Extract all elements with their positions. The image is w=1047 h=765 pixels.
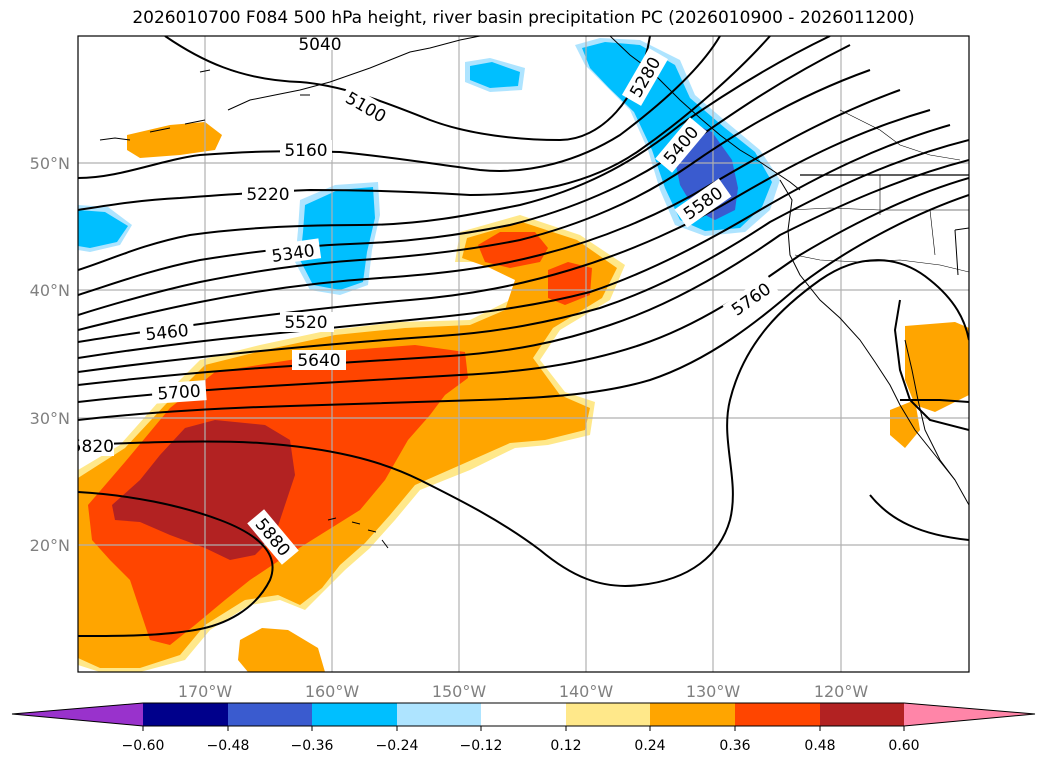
contour-label-5700: 5700 (157, 382, 202, 405)
shade-pos-024-c (890, 400, 920, 448)
colorbar-tick-n060: −0.60 (122, 738, 165, 754)
shade-pos-024-e (238, 628, 325, 672)
lat-label-50n: 50°N (30, 154, 70, 173)
lon-label-160w: 160°W (305, 682, 360, 701)
colorbar-under-arrow (12, 703, 143, 726)
shade-neg-024-b (78, 210, 128, 248)
shade-pos-024-d (127, 122, 222, 158)
map-title: 2026010700 F084 500 hPa height, river ba… (132, 8, 915, 28)
colorbar-bin-p012 (566, 703, 651, 726)
colorbar-bin-n024 (397, 703, 482, 726)
colorbar-tick-p036: 0.36 (719, 738, 750, 754)
colorbar-tick-n012: −0.12 (460, 738, 503, 754)
colorbar-tick-p060: 0.60 (888, 738, 919, 754)
contour-label-5220: 5220 (246, 185, 289, 205)
contour-label-5640: 5640 (297, 351, 340, 371)
colorbar-bin-n036 (312, 703, 397, 726)
precipitation-shading (78, 38, 969, 672)
lon-labels: 170°W 160°W 150°W 140°W 130°W 120°W (178, 682, 869, 701)
shade-neg-024-d (470, 62, 520, 88)
lat-label-20n: 20°N (30, 536, 70, 555)
shade-neg-024-c (300, 187, 375, 290)
colorbar-tick-p012: 0.12 (550, 738, 581, 754)
colorbar-tick-p024: 0.24 (634, 738, 665, 754)
contour-label-5520: 5520 (284, 313, 327, 333)
colorbar-bin-n060 (143, 703, 228, 726)
contour-label-5160: 5160 (284, 141, 327, 161)
lat-label-30n: 30°N (30, 409, 70, 428)
colorbar-over-arrow (904, 703, 1035, 726)
colorbar-tick-n024: −0.24 (376, 738, 419, 754)
colorbar-bin-p036 (735, 703, 820, 726)
height-contours (78, 36, 969, 637)
colorbar-tick-n036: −0.36 (291, 738, 334, 754)
lon-label-150w: 150°W (432, 682, 487, 701)
lon-label-140w: 140°W (559, 682, 614, 701)
lon-label-120w: 120°W (814, 682, 869, 701)
lon-label-170w: 170°W (178, 682, 233, 701)
colorbar-bin-neutral (481, 703, 566, 726)
colorbar-bin-p024 (650, 703, 735, 726)
colorbar-tick-n048: −0.48 (207, 738, 250, 754)
colorbar-bin-p048 (820, 703, 905, 726)
colorbar-tick-p048: 0.48 (804, 738, 835, 754)
contour-label-5820: 5820 (71, 437, 114, 457)
shade-pos-024-b (905, 322, 969, 412)
lat-label-40n: 40°N (30, 281, 70, 300)
contour-label-5040: 5040 (298, 35, 341, 55)
shade-pos-036-b (478, 232, 548, 268)
map-frame (77, 35, 970, 673)
colorbar-bin-n048 (228, 703, 313, 726)
lat-labels: 50°N 40°N 30°N 20°N (30, 154, 70, 555)
contour-label-5460: 5460 (145, 321, 190, 345)
lon-label-130w: 130°W (686, 682, 741, 701)
colorbar: −0.60 −0.48 −0.36 −0.24 −0.12 0.12 0.24 … (11, 702, 1036, 754)
